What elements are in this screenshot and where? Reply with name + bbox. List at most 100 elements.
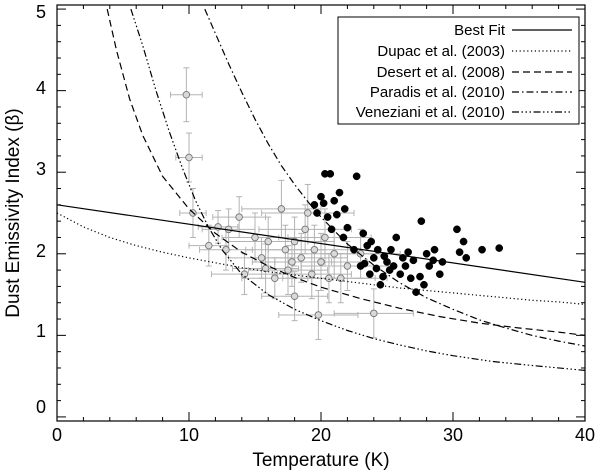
filled-data-point: [376, 280, 385, 289]
model-line-paradis-et-al-2010: [204, 8, 585, 347]
x-tick-label: 10: [179, 425, 199, 445]
filled-data-point: [453, 225, 461, 234]
y-axis-label: Dust Emissivity Index (β): [3, 108, 24, 317]
open-points-layer: [182, 90, 378, 319]
open-data-point: [297, 254, 305, 262]
open-data-point: [251, 233, 259, 242]
open-data-point: [343, 262, 352, 270]
filled-data-point: [389, 262, 398, 270]
filled-points-layer: [310, 169, 504, 296]
filled-data-point: [409, 256, 418, 265]
filled-data-point: [352, 172, 361, 181]
filled-data-point: [373, 245, 382, 254]
filled-data-point: [455, 248, 464, 257]
filled-data-point: [359, 229, 368, 238]
open-data-point: [337, 274, 345, 283]
model-line-desert-et-al-2008: [106, 8, 585, 336]
filled-data-point: [313, 209, 321, 217]
filled-data-point: [330, 196, 339, 205]
legend-box: [337, 16, 580, 125]
filled-data-point: [335, 188, 344, 197]
filled-data-point: [406, 274, 415, 283]
open-data-point: [308, 270, 316, 278]
filled-data-point: [365, 270, 374, 279]
model-line-dupac-et-al-2003: [57, 212, 585, 305]
filled-data-point: [478, 245, 486, 254]
open-data-point: [281, 245, 290, 254]
x-tick-label: 0: [52, 425, 62, 445]
filled-data-point: [401, 262, 410, 270]
filled-data-point: [372, 264, 381, 273]
filled-data-point: [367, 237, 376, 246]
legend-label-paradis: Paradis et al. (2010): [370, 84, 505, 101]
y-tick-label: 1: [36, 321, 46, 341]
filled-data-point: [396, 270, 405, 279]
legend: Best Fit Dupac et al. (2003) Desert et a…: [337, 16, 580, 125]
filled-data-point: [387, 245, 395, 254]
open-data-point: [325, 274, 333, 283]
legend-label-veneziani: Veneziani et al. (2010): [356, 104, 505, 121]
open-data-point: [370, 309, 378, 318]
filled-data-point: [332, 210, 341, 219]
axis-ticks: [56, 5, 586, 421]
y-tick-label: 5: [36, 2, 46, 22]
y-tick-labels: 0 1 2 3 4 5: [36, 2, 46, 417]
legend-label-desert: Desert et al. (2008): [377, 64, 505, 81]
y-tick-label: 4: [36, 78, 46, 98]
filled-data-point: [379, 272, 387, 281]
open-data-point: [185, 153, 193, 162]
model-line-best-fit: [57, 204, 585, 283]
legend-label-best-fit: Best Fit: [454, 22, 506, 39]
y-tick-label: 3: [36, 159, 46, 179]
y-tick-label: 2: [36, 241, 46, 261]
filled-data-point: [360, 259, 369, 268]
open-data-point: [304, 209, 312, 217]
filled-data-point: [417, 217, 426, 226]
filled-data-point: [459, 237, 468, 246]
filled-data-point: [462, 254, 471, 262]
filled-data-point: [435, 270, 444, 279]
open-data-point: [271, 274, 279, 283]
filled-data-point: [350, 245, 358, 254]
model-line-veneziani-et-al-2010: [130, 8, 585, 371]
filled-data-point: [425, 262, 434, 270]
open-data-point: [330, 250, 338, 258]
filled-data-point: [317, 192, 325, 201]
filled-data-point: [404, 248, 412, 257]
filled-data-point: [327, 225, 336, 234]
open-data-point: [277, 205, 286, 213]
x-tick-label: 20: [311, 425, 331, 445]
open-data-point: [264, 237, 272, 246]
filled-data-point: [343, 223, 352, 232]
x-tick-label: 40: [575, 425, 595, 445]
open-data-point: [317, 258, 325, 266]
filled-data-point: [416, 272, 424, 281]
open-data-point: [235, 213, 243, 221]
x-axis-label: Temperature (K): [252, 450, 389, 471]
x-tick-labels: 0 10 20 30 40: [52, 425, 595, 445]
open-data-point: [290, 292, 299, 300]
filled-data-point: [430, 245, 439, 254]
open-data-point: [301, 225, 309, 234]
open-data-point: [257, 254, 266, 262]
open-data-point: [182, 90, 191, 99]
filled-data-point: [310, 200, 319, 209]
filled-data-point: [323, 213, 332, 221]
open-data-point: [205, 241, 213, 250]
open-data-point: [310, 245, 319, 254]
filled-data-point: [422, 249, 431, 258]
filled-data-point: [438, 258, 447, 266]
filled-data-point: [319, 199, 328, 208]
model-lines-layer: [57, 8, 585, 371]
filled-data-point: [340, 205, 349, 213]
filled-data-point: [326, 169, 335, 178]
filled-data-point: [398, 254, 407, 262]
filled-data-point: [392, 233, 401, 242]
filled-data-point: [369, 254, 378, 262]
y-tick-label: 0: [36, 397, 46, 417]
filled-data-point: [429, 256, 438, 265]
open-data-point: [321, 233, 329, 242]
filled-data-point: [420, 280, 428, 289]
x-tick-label: 30: [443, 425, 463, 445]
